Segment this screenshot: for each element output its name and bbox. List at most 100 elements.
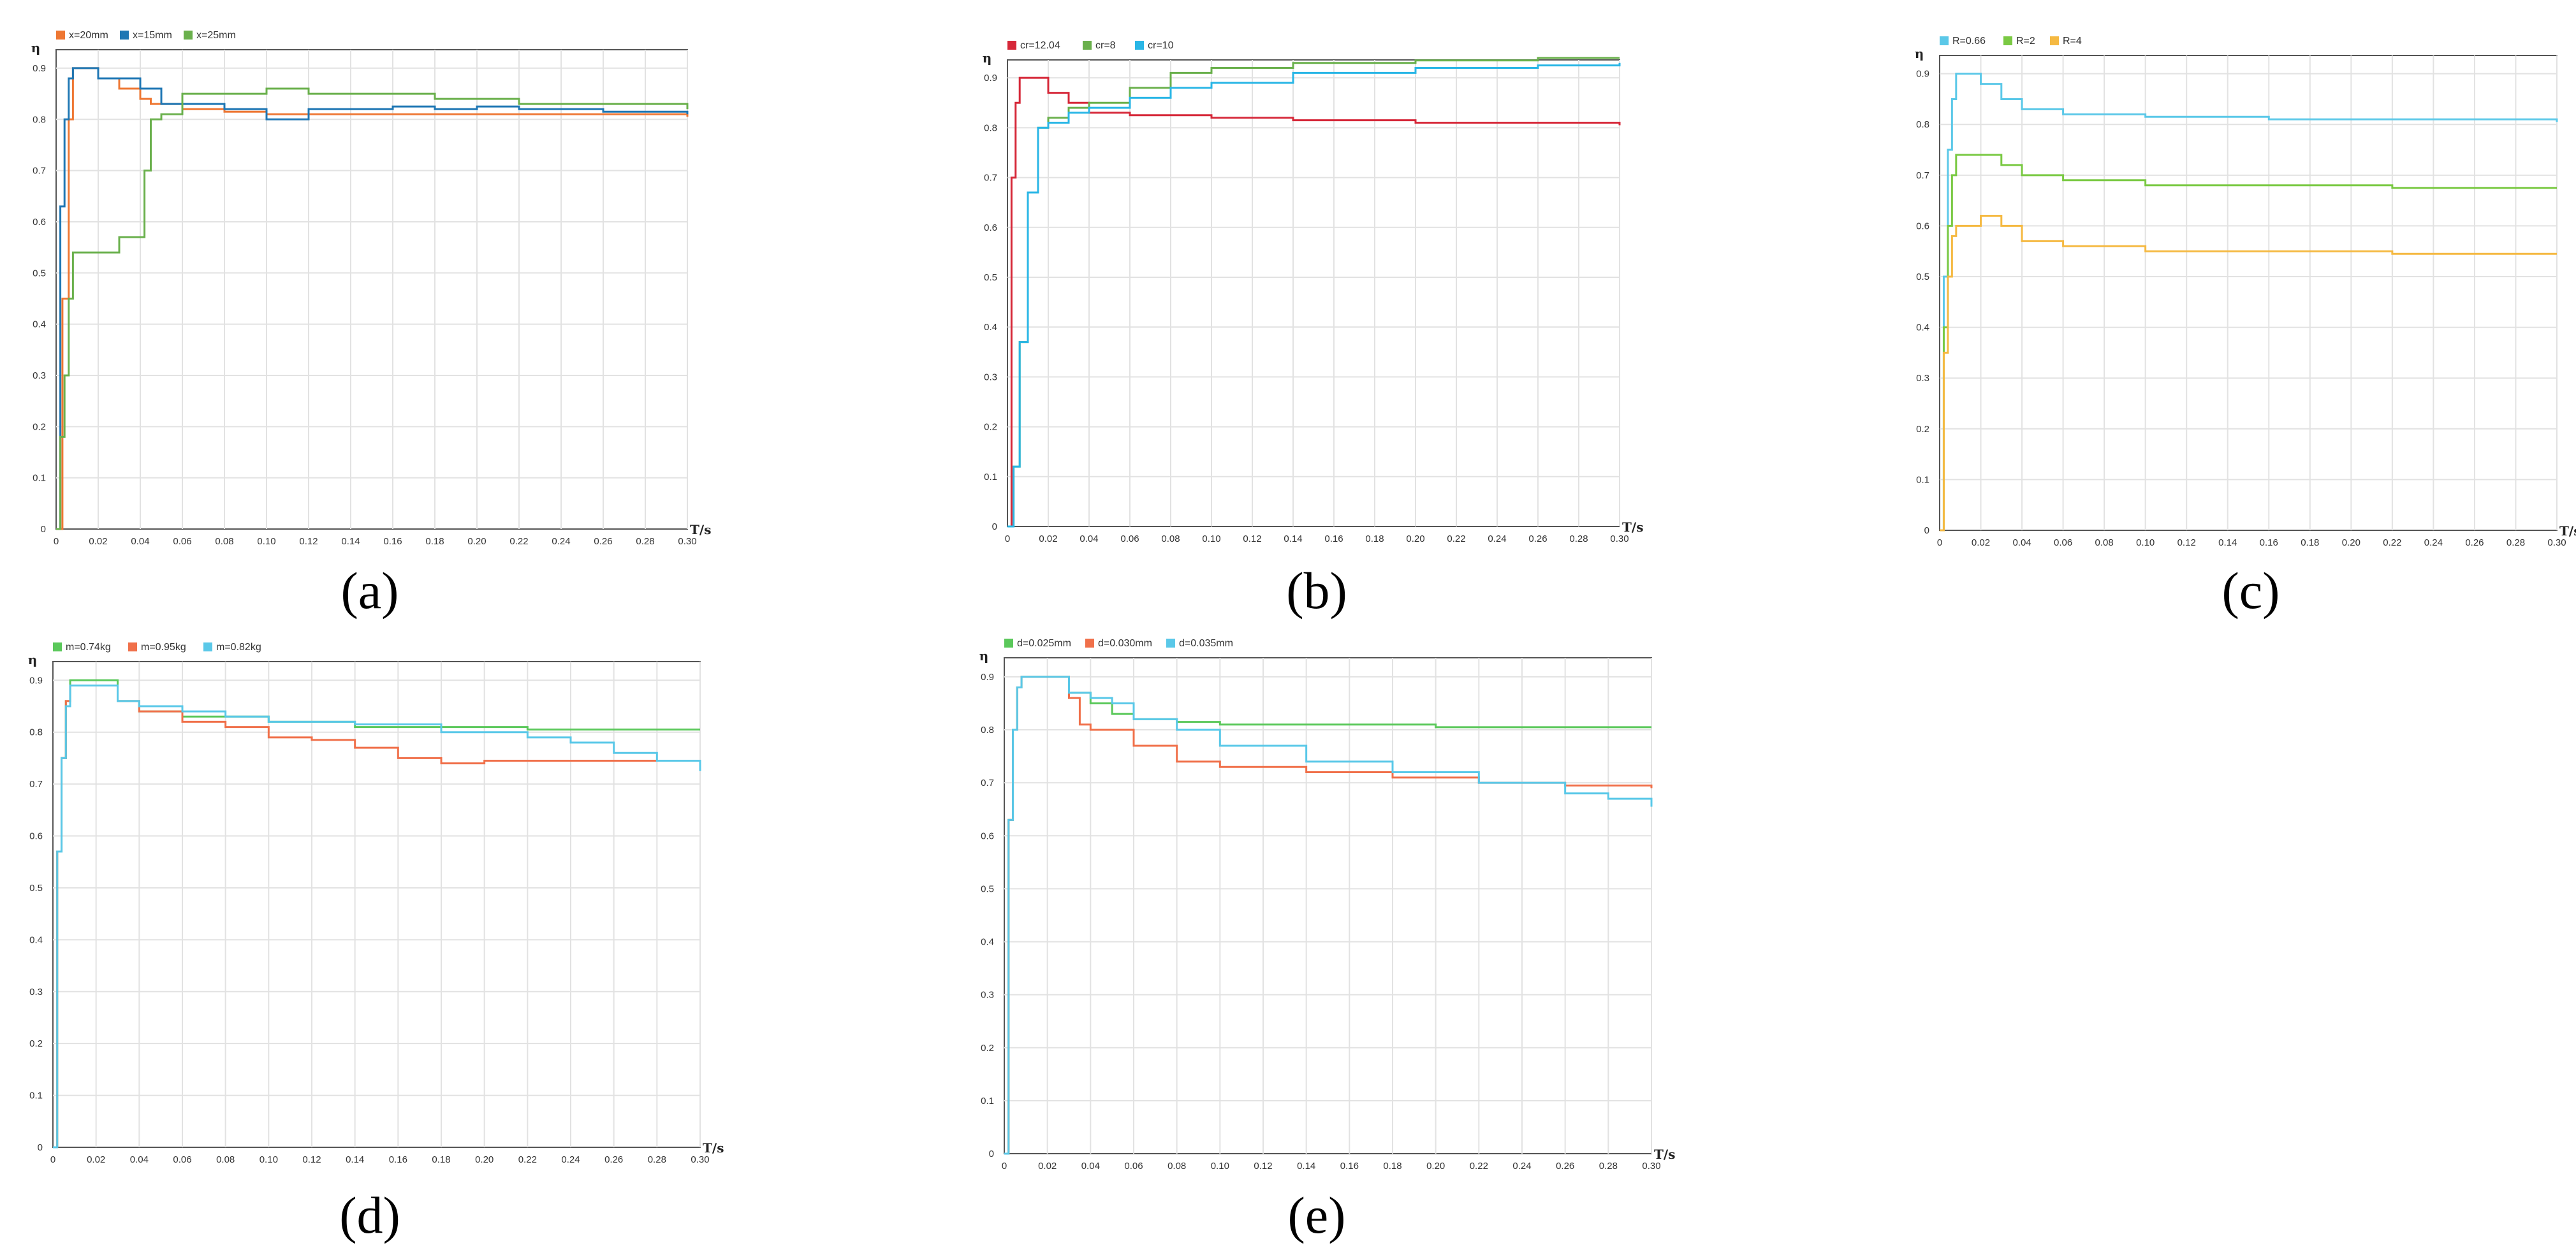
- x-tick-label: 0.26: [1528, 533, 1547, 544]
- series-line-cr=10: [1007, 62, 1621, 528]
- y-tick-label: 0: [992, 521, 997, 532]
- y-tick-label: 0.8: [984, 122, 997, 133]
- series-line-x=15mm: [56, 67, 689, 530]
- x-tick-label: 0.28: [648, 1154, 666, 1165]
- x-tick-label: 0.18: [1365, 533, 1384, 544]
- series-line-d=0.035mm: [1004, 676, 1653, 1155]
- x-tick-label: 0.10: [2136, 537, 2155, 548]
- y-tick-label: 0.7: [29, 779, 43, 790]
- x-tick-label: 0.08: [215, 536, 233, 547]
- x-tick-label: 0.14: [341, 536, 360, 547]
- x-tick-label: 0.02: [1039, 533, 1057, 544]
- x-tick-label: 0.20: [467, 536, 486, 547]
- y-tick-label: 0.6: [984, 222, 997, 233]
- x-tick-label: 0.28: [2506, 537, 2525, 548]
- series-line-R=0.66: [1940, 73, 2558, 532]
- x-axis-label: T/s: [1622, 519, 1643, 535]
- y-tick-label: 0.1: [984, 472, 997, 483]
- legend-label: d=0.030mm: [1098, 638, 1152, 649]
- x-tick-label: 0.30: [678, 536, 696, 547]
- y-tick-label: 0.2: [33, 421, 46, 432]
- y-tick-label: 0.7: [1916, 170, 1929, 181]
- x-tick-label: 0: [1005, 533, 1010, 544]
- y-tick-label: 0.2: [984, 422, 997, 433]
- y-tick-label: 0: [38, 1142, 43, 1153]
- y-axis-label: η: [983, 50, 992, 66]
- x-tick-label: 0.16: [383, 536, 402, 547]
- x-tick-label: 0.22: [1447, 533, 1465, 544]
- x-tick-label: 0.30: [691, 1154, 709, 1165]
- x-tick-label: 0.24: [561, 1154, 580, 1165]
- y-tick-label: 0.3: [33, 370, 46, 381]
- x-tick-label: 0.08: [1161, 533, 1180, 544]
- x-tick-label: 0.22: [518, 1154, 537, 1165]
- y-tick-label: 0: [989, 1149, 994, 1159]
- x-tick-label: 0.12: [1254, 1161, 1272, 1172]
- legend-label: x=20mm: [69, 30, 108, 41]
- y-tick-label: 0.3: [981, 990, 994, 1001]
- x-tick-label: 0.24: [1512, 1161, 1531, 1172]
- x-tick-label: 0.08: [2095, 537, 2114, 548]
- x-tick-label: 0.22: [2383, 537, 2401, 548]
- y-tick-label: 0.4: [1916, 323, 1929, 333]
- legend-swatch: [56, 31, 65, 40]
- series-line-x=25mm: [56, 87, 689, 530]
- y-tick-label: 0.9: [1916, 69, 1929, 80]
- legend-label: cr=10: [1148, 40, 1174, 51]
- x-axis-label: T/s: [703, 1140, 724, 1156]
- x-tick-label: 0.08: [1167, 1161, 1186, 1172]
- x-tick-label: 0.06: [173, 1154, 191, 1165]
- x-tick-label: 0.02: [89, 536, 107, 547]
- legend-swatch: [53, 642, 62, 651]
- y-tick-label: 0.7: [981, 778, 994, 788]
- legend-label: R=2: [2016, 36, 2035, 47]
- x-tick-label: 0.26: [1556, 1161, 1574, 1172]
- x-tick-label: 0.20: [475, 1154, 494, 1165]
- y-axis-label: η: [31, 40, 41, 55]
- x-tick-label: 0.26: [2465, 537, 2484, 548]
- chart-panel-d: 0 0.02 0.04 0.06 0.08 0.10 0.12 0.14 0.16 0.18 0.2…: [18, 631, 724, 1173]
- line-chart-c: 0 0.02 0.04 0.06 0.08 0.10 0.12 0.14 0.16 0.18 0.2…: [1915, 36, 2576, 548]
- x-tick-label: 0.28: [636, 536, 654, 547]
- legend-label: d=0.025mm: [1017, 638, 1071, 649]
- x-tick-label: 0.14: [1297, 1161, 1315, 1172]
- x-tick-label: 0.18: [1383, 1161, 1401, 1172]
- legend-swatch: [1004, 639, 1013, 648]
- x-tick-label: 0.04: [1079, 533, 1098, 544]
- y-tick-label: 0.5: [981, 883, 994, 894]
- x-tick-label: 0.02: [87, 1154, 105, 1165]
- legend-label: cr=8: [1095, 40, 1116, 51]
- caption-e: (e): [1287, 1186, 1346, 1244]
- y-tick-label: 0.8: [33, 114, 46, 125]
- x-tick-label: 0.16: [389, 1154, 407, 1165]
- x-tick-label: 0: [1937, 537, 1942, 548]
- x-tick-label: 0.10: [1211, 1161, 1229, 1172]
- x-tick-label: 0.28: [1569, 533, 1588, 544]
- y-tick-label: 0.3: [1916, 373, 1929, 384]
- x-tick-label: 0.06: [1124, 1161, 1143, 1172]
- y-tick-label: 0.4: [984, 322, 997, 333]
- series-line-m=0.82kg: [53, 684, 701, 1149]
- x-tick-label: 0.30: [1610, 533, 1628, 544]
- plot-frame: [1939, 55, 2558, 531]
- legend-label: m=0.95kg: [141, 642, 186, 653]
- line-chart-a: 0 0.02 0.04 0.06 0.08 0.10 0.12 0.14 0.16 0.18 0.2…: [31, 30, 712, 547]
- y-tick-label: 0.7: [984, 173, 997, 184]
- x-tick-label: 0.20: [2342, 537, 2360, 548]
- chart-panel-b: 0 0.02 0.04 0.06 0.08 0.10 0.12 0.14 0.16 0.18 0.2…: [969, 23, 1644, 546]
- y-tick-label: 0.5: [33, 268, 46, 279]
- legend-swatch: [1085, 639, 1094, 648]
- legend-swatch: [2050, 36, 2059, 45]
- legend-swatch: [120, 31, 129, 40]
- x-tick-label: 0.18: [432, 1154, 450, 1165]
- line-chart-b: 0 0.02 0.04 0.06 0.08 0.10 0.12 0.14 0.16 0.18 0.2…: [983, 40, 1644, 544]
- caption-a: (a): [340, 562, 399, 620]
- legend-label: d=0.035mm: [1179, 638, 1233, 649]
- chart-panel-a: 0 0.02 0.04 0.06 0.08 0.10 0.12 0.14 0.16 0.18 0.2…: [18, 19, 712, 555]
- y-tick-label: 0.5: [29, 883, 43, 894]
- y-tick-label: 0.2: [1916, 424, 1929, 435]
- y-tick-label: 0: [1924, 525, 1929, 536]
- y-tick-label: 0.7: [33, 166, 46, 177]
- y-tick-label: 0.4: [29, 934, 43, 945]
- x-tick-label: 0.10: [257, 536, 275, 547]
